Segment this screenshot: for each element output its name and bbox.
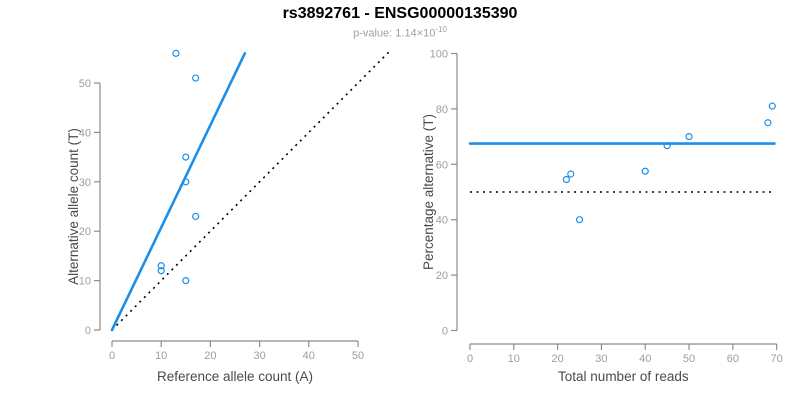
data-point	[663, 142, 671, 150]
data-point	[562, 175, 570, 184]
data-point	[157, 262, 165, 270]
y-axis-title: Alternative allele count (T)	[66, 128, 81, 285]
y-tick-label: 0	[85, 325, 91, 337]
y-axis-title: Percentage alternative (T)	[421, 114, 436, 270]
figure-subtitle: p-value: 1.14×10-10	[0, 25, 800, 40]
x-axis-title: Total number of reads	[558, 369, 689, 384]
y-tick-label: 60	[436, 159, 448, 171]
x-tick-label: 30	[253, 350, 265, 362]
data-point	[182, 178, 190, 186]
y-tick-label: 40	[79, 127, 91, 139]
data-point	[172, 49, 180, 57]
x-tick-label: 10	[155, 350, 167, 362]
data-point	[764, 119, 772, 127]
data-point	[157, 267, 165, 275]
y-tick-label: 20	[436, 270, 448, 282]
y-tick-label: 100	[430, 49, 448, 61]
x-tick-label: 40	[639, 353, 651, 365]
x-tick-label: 20	[551, 353, 563, 365]
x-tick-label: 30	[595, 353, 607, 365]
figure-title: rs3892761 - ENSG00000135390	[282, 5, 518, 22]
x-tick-label: 70	[771, 353, 783, 365]
data-point	[182, 277, 190, 285]
x-tick-label: 40	[303, 350, 315, 362]
allele-count-scatter: 0 10 20 30 40 50 0 10 20 30 40 50 Reference allele c…	[66, 49, 391, 384]
data-point	[641, 167, 649, 175]
identity-line	[111, 50, 391, 331]
x-tick-label: 60	[727, 353, 739, 365]
y-tick-label: 80	[436, 104, 448, 116]
pvalue-text: p-value: 1.14×10	[353, 27, 436, 40]
data-point	[575, 216, 584, 224]
x-tick-label: 50	[352, 350, 364, 362]
pvalue-exponent: -10	[435, 25, 447, 34]
data-point	[768, 102, 776, 110]
data-point	[192, 74, 200, 82]
x-tick-label: 10	[508, 353, 520, 365]
y-tick-label: 50	[79, 78, 91, 90]
x-tick-label: 50	[683, 353, 695, 365]
y-tick-label: 30	[79, 177, 91, 189]
data-point	[192, 212, 200, 220]
data-point	[567, 170, 575, 178]
x-tick-label: 20	[204, 350, 216, 362]
x-axis-title: Reference allele count (A)	[157, 369, 313, 384]
percentage-scatter: 0 20 40 60 80 100 0 10 20 30 40 50 60 70 Total number …	[421, 49, 783, 385]
regression-line	[110, 52, 247, 332]
data-point	[685, 133, 693, 141]
y-tick-label: 0	[442, 326, 448, 338]
y-tick-label: 40	[436, 215, 448, 227]
y-tick-label: 10	[79, 276, 91, 288]
x-tick-label: 0	[467, 353, 473, 365]
data-point	[182, 153, 190, 161]
x-tick-label: 0	[109, 350, 115, 362]
y-tick-label: 20	[79, 226, 91, 238]
